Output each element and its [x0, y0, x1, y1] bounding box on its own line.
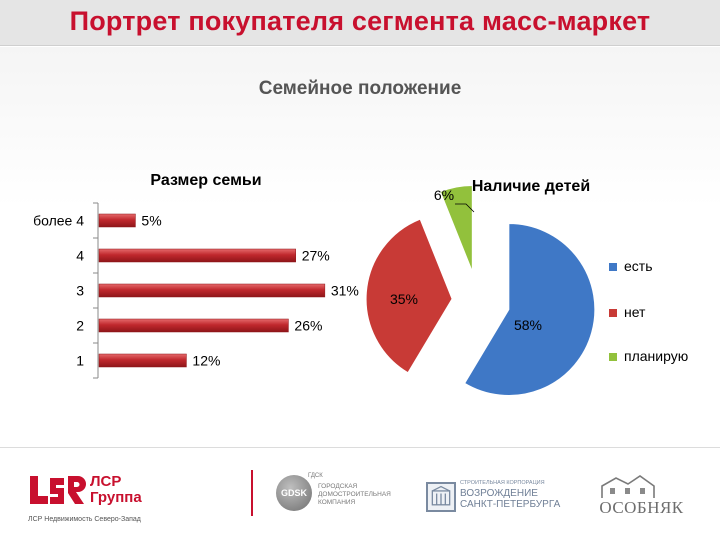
legend-label: нет — [624, 304, 646, 320]
osobnyak-logo: ОСОБНЯК — [584, 474, 699, 520]
title-bar — [0, 0, 720, 46]
vozrozhdenie-caption: Строительная корпорация — [460, 480, 545, 486]
legend-label: планирую — [624, 348, 688, 364]
bar-value-label: 27% — [302, 248, 330, 264]
pie-slice — [439, 185, 473, 272]
legend-label: есть — [624, 258, 653, 274]
lsr-name: ЛСР Группа — [90, 473, 142, 506]
lsr-mark-icon — [30, 476, 86, 504]
bar-category-label: 1 — [76, 353, 84, 369]
bar-value-label: 12% — [192, 353, 220, 369]
building-emblem-icon — [426, 482, 456, 512]
bar-chart-title: Размер семьи — [150, 172, 261, 189]
legend-swatch — [609, 353, 617, 361]
section-title: Семейное положение — [258, 78, 462, 99]
bar-value-label: 26% — [294, 318, 322, 334]
pie-chart-title: Наличие детей — [472, 178, 590, 195]
bar — [98, 213, 136, 228]
bar-layer: более 4 5% 4 27% 3 31% 2 26% 1 12% — [33, 202, 359, 379]
house-icon — [601, 475, 655, 498]
pie-chart: Наличие детей 58% 35% 6% есть нет планирую — [365, 178, 688, 397]
content-panel — [0, 47, 720, 447]
gdsk-text: Городская домостроительная компания — [318, 483, 391, 506]
footer-divider — [0, 447, 720, 448]
vozrozhdenie-logo: Строительная корпорация Возрождение Санк… — [426, 478, 566, 518]
lsr-logo: ЛСР Группа ЛСР Недвижимость Северо-Запад — [28, 470, 153, 530]
bar — [98, 318, 289, 333]
bar-category-label: 2 — [76, 318, 84, 334]
bar-value-label: 5% — [141, 213, 161, 229]
gdsk-mark: GDSK — [276, 475, 312, 511]
bar-value-label: 31% — [331, 283, 359, 299]
footer-separator — [251, 470, 253, 516]
pie-value-label: 6% — [434, 187, 454, 203]
pie-slice — [365, 218, 453, 374]
legend-swatch — [609, 309, 617, 317]
lsr-subtitle: ЛСР Недвижимость Северо-Запад — [28, 516, 141, 523]
bar-category-label: 4 — [76, 248, 84, 264]
pie-slice — [463, 223, 596, 397]
page-title: Портрет покупателя сегмента масс-маркет — [69, 6, 651, 36]
legend-swatch — [609, 263, 617, 271]
bar — [98, 248, 296, 263]
footer — [0, 448, 720, 540]
pie-leader-line — [455, 203, 475, 213]
vozrozhdenie-name: Возрождение Санкт-Петербурга — [460, 488, 561, 510]
pie-layer: 58% 35% 6% — [365, 185, 596, 397]
gdsk-logo: GDSK ГДСК Городская домостроительная ком… — [276, 473, 406, 515]
osobnyak-name: ОСОБНЯК — [599, 498, 684, 517]
pie-legend: есть нет планирую — [609, 258, 688, 364]
bar-category-label: 3 — [76, 283, 84, 299]
gdsk-superscript: ГДСК — [308, 473, 323, 479]
pie-value-label: 35% — [390, 291, 418, 307]
charts-canvas: Размер семьи более 4 5% 4 27% 3 31% 2 26% 1 12% Н… — [33, 172, 688, 397]
bar-chart: Размер семьи более 4 5% 4 27% 3 31% 2 26% 1 12% — [33, 172, 359, 379]
pie-value-label: 58% — [514, 317, 542, 333]
bar-category-label: более 4 — [33, 213, 84, 229]
bar — [98, 283, 326, 298]
bar — [98, 353, 187, 368]
